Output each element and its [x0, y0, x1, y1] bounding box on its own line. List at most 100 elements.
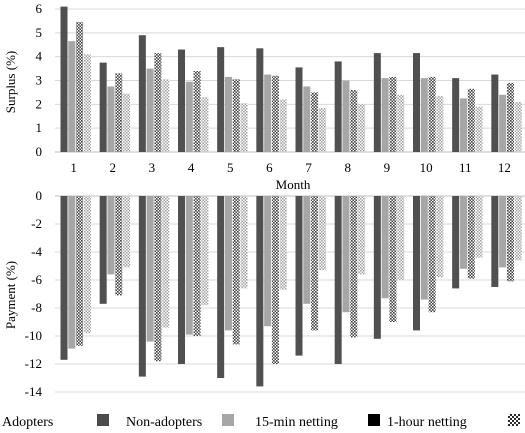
surplus-ytick-label: 3	[36, 73, 43, 88]
bar-payment-patterned-month-7	[318, 196, 326, 271]
month-tick-label: 7	[305, 160, 312, 175]
month-tick-label: 2	[110, 160, 117, 175]
bar-payment-1-hour-month-10	[428, 196, 436, 313]
bar-surplus-non-adopters-month-11	[452, 78, 460, 152]
bar-surplus-15-min-month-6	[264, 74, 272, 152]
bar-surplus-non-adopters-month-6	[256, 48, 264, 153]
bar-payment-15-min-month-4	[185, 196, 193, 335]
legend-swatch-non-adopters	[97, 414, 109, 426]
bar-surplus-non-adopters-month-12	[491, 74, 499, 152]
payment-ytick-label: -4	[31, 244, 42, 259]
bar-payment-1-hour-month-12	[506, 196, 514, 282]
bar-surplus-patterned-month-9	[397, 94, 405, 152]
bar-surplus-non-adopters-month-1	[60, 6, 68, 152]
bar-surplus-non-adopters-month-9	[373, 53, 381, 152]
surplus-ytick-label: 1	[36, 120, 43, 135]
payment-ytick-label: -14	[25, 384, 43, 399]
surplus-axis-label: Surplus (%)	[3, 51, 18, 113]
bar-surplus-1-hour-month-11	[467, 88, 475, 152]
bar-payment-patterned-month-5	[240, 196, 248, 289]
bar-surplus-non-adopters-month-4	[178, 49, 185, 153]
surplus-ytick-label: 4	[36, 49, 43, 64]
bar-surplus-non-adopters-month-2	[99, 62, 107, 152]
payment-ytick-label: -8	[31, 300, 42, 315]
payment-axis-label: Payment (%)	[3, 261, 18, 329]
payment-ytick-label: 0	[36, 188, 43, 203]
month-tick-label: 1	[70, 160, 77, 175]
month-tick-label: 11	[459, 160, 472, 175]
bar-payment-patterned-month-4	[201, 196, 209, 306]
month-axis-label: Month	[276, 177, 311, 192]
bar-surplus-patterned-month-11	[475, 106, 483, 152]
bar-surplus-patterned-month-5	[240, 103, 248, 152]
bar-payment-patterned-month-12	[514, 196, 522, 261]
bar-surplus-patterned-month-1	[83, 54, 91, 152]
bar-surplus-15-min-month-11	[459, 98, 467, 152]
bar-payment-non-adopters-month-11	[452, 196, 460, 289]
bar-payment-1-hour-month-8	[350, 196, 358, 338]
month-tick-label: 6	[266, 160, 273, 175]
bar-payment-patterned-month-9	[397, 196, 405, 280]
bar-surplus-non-adopters-month-5	[217, 47, 225, 153]
bar-surplus-1-hour-month-7	[311, 92, 319, 152]
month-tick-label: 5	[227, 160, 234, 175]
bar-payment-patterned-month-10	[436, 196, 444, 278]
bar-surplus-1-hour-month-8	[350, 90, 358, 152]
bar-surplus-15-min-month-7	[303, 86, 311, 152]
bar-payment-non-adopters-month-6	[256, 196, 264, 387]
bar-payment-patterned-month-6	[279, 196, 287, 290]
bar-payment-non-adopters-month-12	[491, 196, 499, 287]
bar-surplus-15-min-month-10	[420, 78, 428, 152]
bar-payment-1-hour-month-6	[271, 196, 279, 364]
bar-payment-15-min-month-8	[342, 196, 350, 313]
bar-surplus-1-hour-month-5	[232, 79, 240, 152]
legend-swatch-15-min	[222, 414, 234, 426]
bar-payment-15-min-month-10	[420, 196, 428, 300]
legend-title: Adopters	[2, 415, 53, 430]
bar-payment-patterned-month-1	[83, 196, 91, 334]
bar-surplus-1-hour-month-6	[271, 75, 279, 152]
month-tick-label: 4	[188, 160, 195, 175]
bar-payment-patterned-month-3	[162, 196, 170, 328]
bar-surplus-patterned-month-10	[436, 95, 444, 152]
surplus-ytick-label: 2	[36, 96, 43, 111]
bar-surplus-15-min-month-8	[342, 80, 350, 152]
bar-surplus-15-min-month-2	[107, 86, 115, 152]
bar-payment-non-adopters-month-2	[99, 196, 107, 304]
bar-payment-1-hour-month-5	[232, 196, 240, 345]
surplus-ytick-label: 0	[36, 144, 43, 159]
bar-surplus-patterned-month-6	[279, 99, 287, 152]
bar-surplus-15-min-month-1	[68, 41, 76, 152]
month-tick-label: 10	[420, 160, 433, 175]
bar-payment-15-min-month-2	[107, 196, 115, 275]
surplus-ytick-label: 6	[36, 1, 43, 16]
bar-payment-1-hour-month-4	[193, 196, 201, 336]
bar-payment-1-hour-month-2	[115, 196, 123, 296]
payment-panel: 0 -2 -4 -6 -8 -10 -12 -14 Payment (%)	[3, 188, 525, 399]
month-tick-label: 8	[345, 160, 352, 175]
bar-surplus-patterned-month-2	[123, 93, 131, 152]
bar-payment-15-min-month-3	[146, 196, 154, 342]
bar-surplus-patterned-month-7	[318, 107, 326, 152]
bar-payment-15-min-month-7	[303, 196, 311, 304]
payment-ytick-label: -2	[31, 216, 42, 231]
legend: Adopters Non-adopters 15-min netting 1-h…	[2, 414, 520, 430]
bar-surplus-non-adopters-month-8	[334, 61, 342, 152]
bar-payment-15-min-month-6	[264, 196, 272, 327]
bar-payment-non-adopters-month-8	[334, 196, 342, 364]
bar-surplus-1-hour-month-12	[506, 82, 514, 152]
bar-payment-patterned-month-8	[358, 196, 366, 275]
bar-payment-15-min-month-5	[224, 196, 232, 331]
bar-payment-15-min-month-1	[68, 196, 76, 349]
bar-payment-1-hour-month-7	[311, 196, 319, 331]
bar-payment-non-adopters-month-7	[295, 196, 303, 356]
bar-surplus-15-min-month-9	[381, 78, 389, 152]
bar-surplus-15-min-month-5	[224, 76, 232, 152]
payment-ytick-label: -12	[25, 356, 42, 371]
bar-surplus-1-hour-month-1	[76, 22, 84, 152]
legend-swatch-patterned	[508, 414, 520, 426]
surplus-ytick-label: 5	[36, 25, 43, 40]
bar-payment-15-min-month-12	[499, 196, 507, 268]
legend-swatch-1-hour	[368, 414, 380, 426]
